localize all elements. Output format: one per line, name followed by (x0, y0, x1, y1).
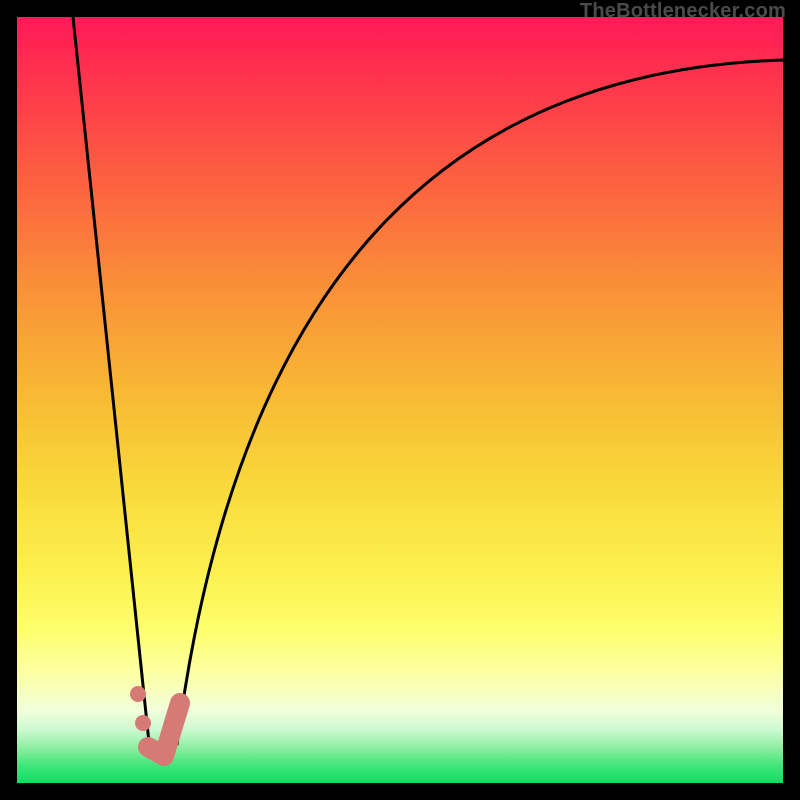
plot-area (17, 17, 783, 783)
watermark-text: TheBottlenecker.com (580, 0, 786, 23)
chart-root: TheBottlenecker.com (0, 0, 800, 800)
bottleneck-chart (0, 0, 800, 800)
valley-dot (130, 686, 146, 702)
valley-dot (135, 715, 151, 731)
